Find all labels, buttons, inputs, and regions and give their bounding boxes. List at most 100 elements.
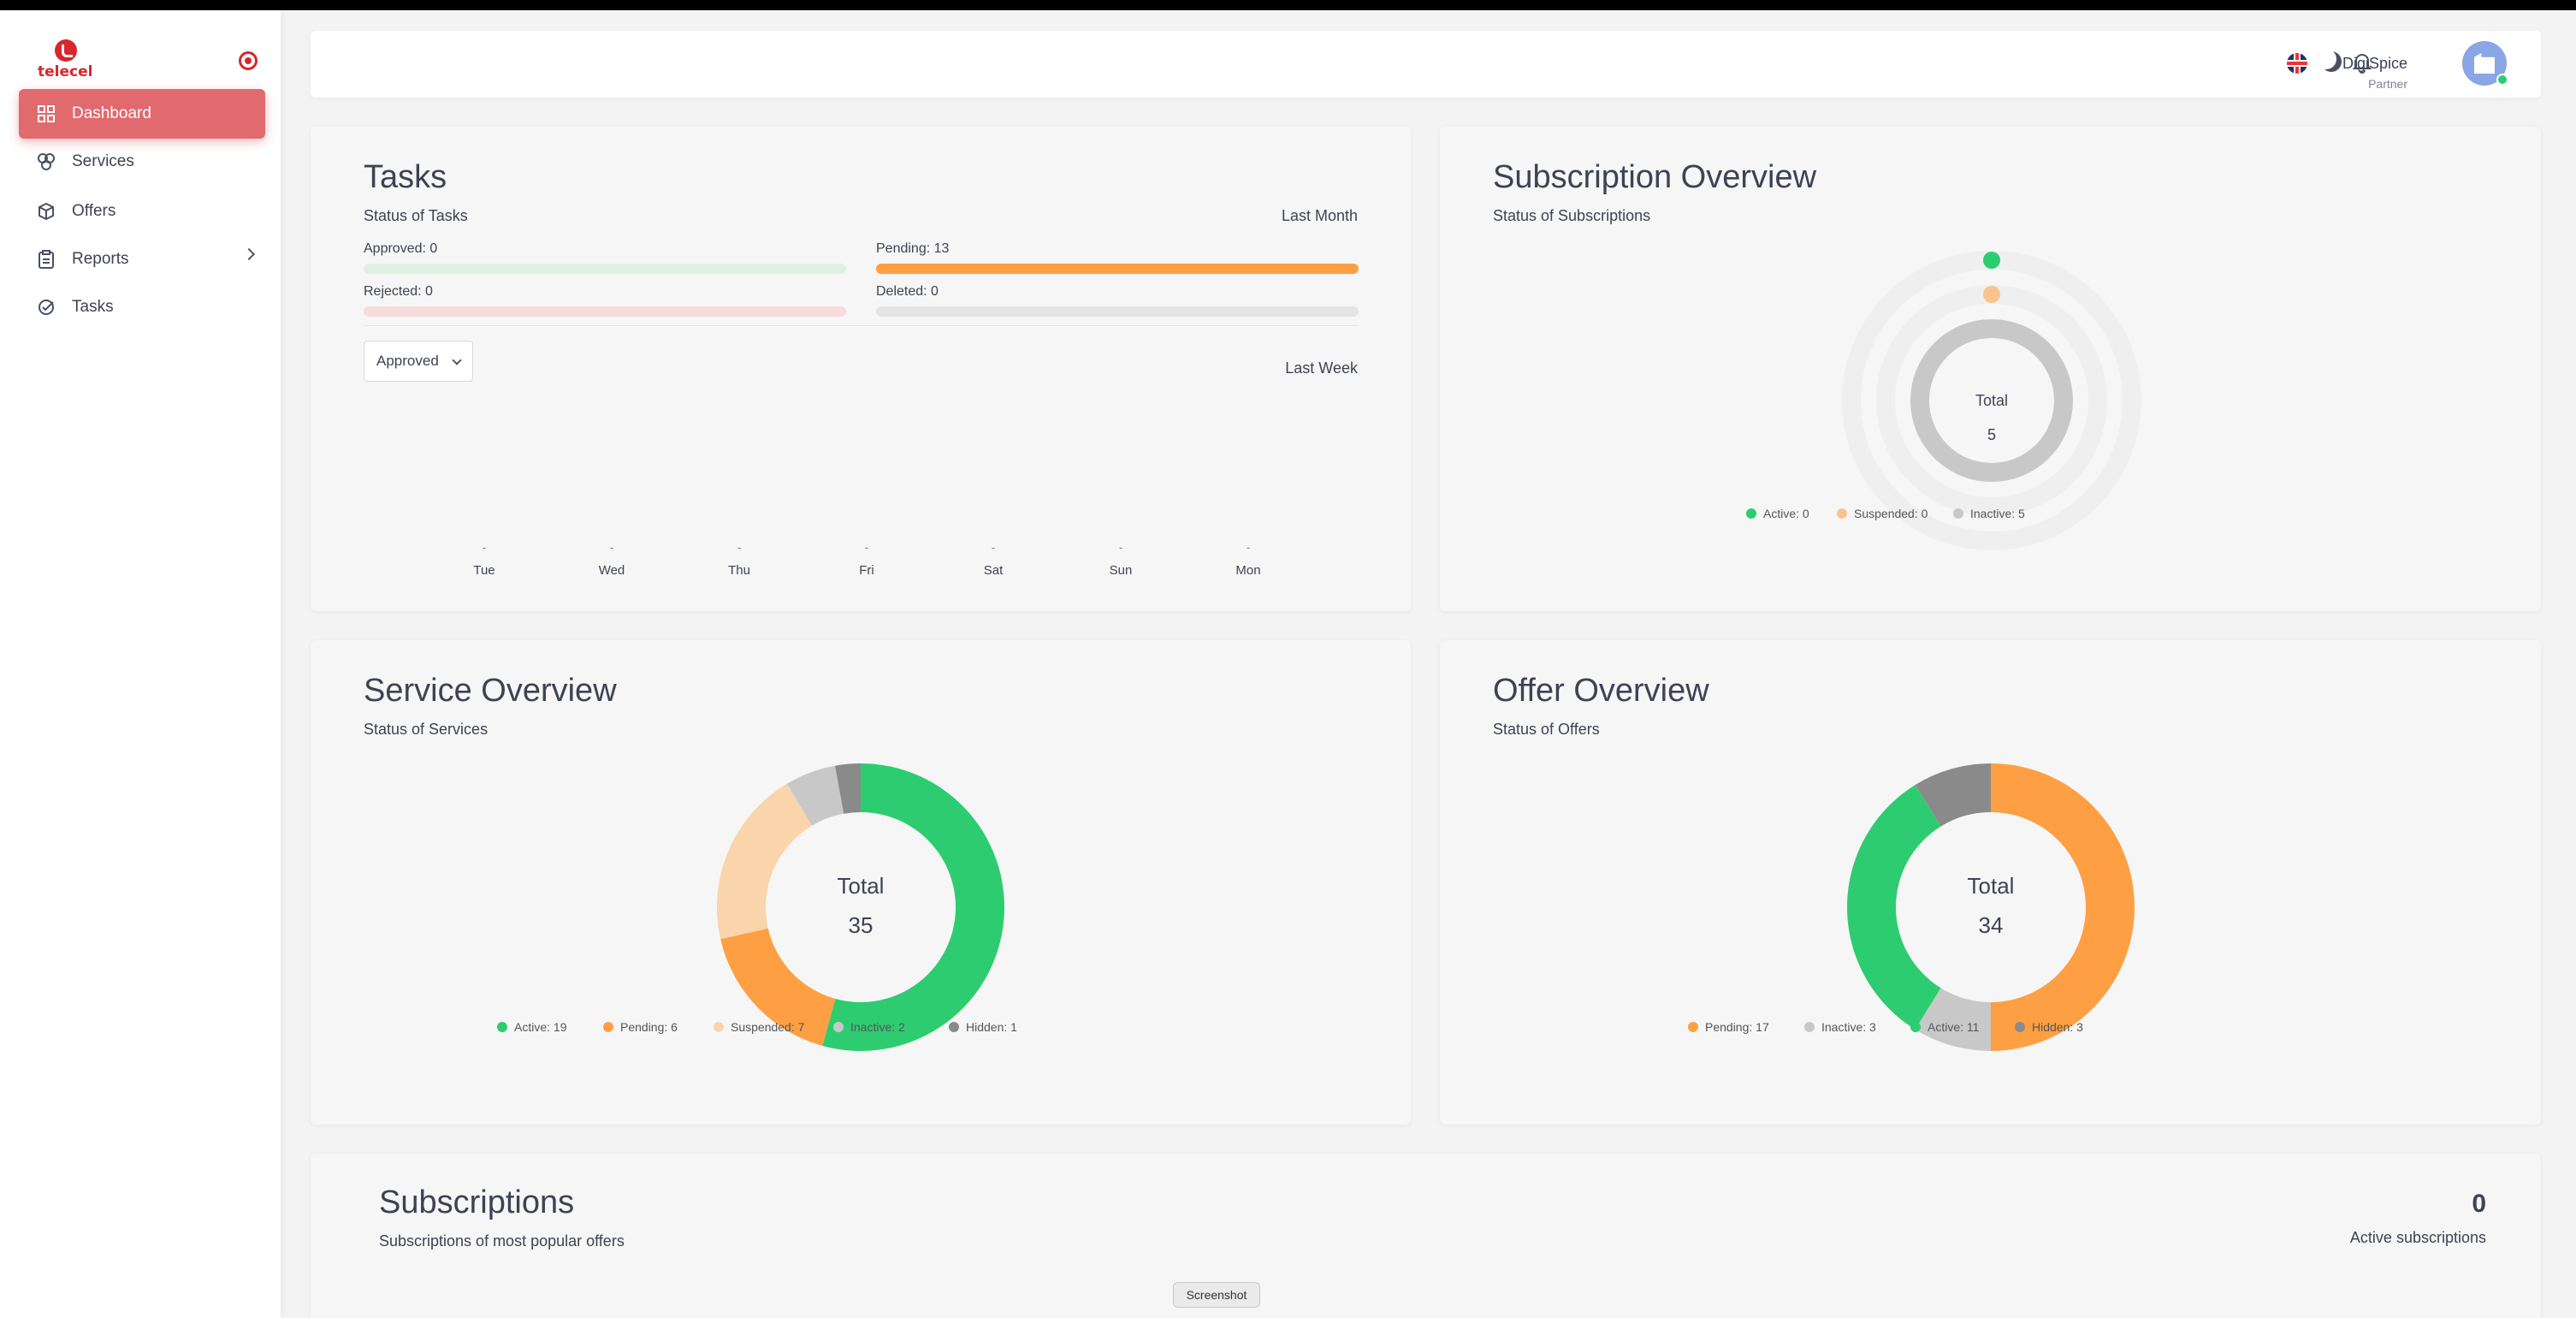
day-value: -: [609, 541, 614, 554]
day-value: -: [737, 541, 742, 554]
uk-flag-icon[interactable]: [2287, 53, 2307, 74]
offers-icon: [36, 201, 56, 222]
card-title: Subscriptions: [379, 1184, 575, 1220]
legend-item-suspended[interactable]: Suspended: 0: [1837, 507, 1928, 520]
day-label: Mon: [1235, 563, 1261, 578]
legend-label: Inactive: 2: [850, 1020, 905, 1034]
suspended-ring-marker: [1983, 286, 2000, 303]
subscriptions-card: Subscriptions Subscriptions of most popu…: [311, 1154, 2541, 1318]
card-subtitle: Status of Services: [364, 721, 489, 738]
legend-item-pending[interactable]: Pending: 6: [603, 1020, 678, 1034]
legend-label: Hidden: 3: [2032, 1020, 2083, 1034]
chart-total-label: Total: [837, 873, 885, 899]
card-title: Offer Overview: [1493, 673, 1709, 709]
service-overview-card: Service Overview Status of Services Tota…: [311, 640, 1411, 1125]
dashboard-icon: [36, 104, 56, 124]
legend-item-hidden[interactable]: Hidden: 3: [2015, 1020, 2083, 1034]
sidebar-item-label: Reports: [72, 250, 129, 268]
deleted-progress-bar: [876, 306, 1359, 317]
legend-dot: [1837, 508, 1847, 519]
legend-dot: [2015, 1022, 2025, 1032]
donut-slice-hidden[interactable]: [1915, 763, 1991, 827]
chevron-down-icon: [452, 355, 462, 365]
legend-item-inactive[interactable]: Inactive: 5: [1953, 507, 2025, 520]
legend-item-suspended[interactable]: Suspended: 7: [714, 1020, 804, 1034]
deleted-label: Deleted: 0: [876, 284, 939, 299]
day-value: -: [1118, 541, 1123, 554]
approved-label: Approved: 0: [364, 241, 438, 256]
legend-dot: [1688, 1022, 1698, 1032]
top-header: DigiSpice Partner: [311, 31, 2541, 98]
chart-total-label: Total: [1967, 873, 2015, 899]
status-filter-select[interactable]: Approved: [364, 341, 473, 382]
legend-label: Inactive: 3: [1821, 1020, 1876, 1034]
chevron-right-icon: [242, 247, 256, 261]
day-label: Tue: [473, 563, 495, 578]
legend-label: Active: 0: [1763, 507, 1809, 520]
user-role: Partner: [2368, 77, 2407, 91]
card-title: Tasks: [364, 159, 447, 195]
legend-dot: [714, 1022, 724, 1032]
card-subtitle: Status of Subscriptions: [1493, 207, 1651, 224]
chart-total-value: 35: [848, 912, 873, 938]
legend-label: Suspended: 0: [1854, 507, 1928, 520]
pending-label: Pending: 13: [876, 241, 950, 256]
telecel-logo[interactable]: telecel: [38, 39, 92, 82]
sidebar-item-offers[interactable]: Offers: [19, 187, 265, 236]
rejected-progress-bar: [364, 306, 846, 317]
legend-item-pending[interactable]: Pending: 17: [1688, 1020, 1769, 1034]
donut-slice-pending[interactable]: [1991, 763, 2135, 1051]
service-donut-chart: [717, 763, 1004, 1051]
dark-mode-moon-icon[interactable]: [2321, 51, 2342, 72]
tasks-icon: [36, 297, 56, 318]
notification-bell-icon[interactable]: [2352, 51, 2372, 79]
subscription-radial-chart: [1842, 251, 2141, 550]
donut-slice-active[interactable]: [822, 763, 1004, 1051]
legend-dot: [949, 1022, 959, 1032]
user-name[interactable]: DigiSpice: [2342, 55, 2407, 72]
donut-slice-inactive[interactable]: [786, 765, 844, 826]
donut-slice-suspended[interactable]: [717, 783, 813, 940]
active-ring-marker: [1983, 252, 2000, 269]
sidebar-toggle-icon[interactable]: [239, 51, 258, 70]
legend-label: Active: 19: [514, 1020, 567, 1034]
sidebar-item-services[interactable]: Services: [19, 137, 265, 187]
day-value: -: [482, 541, 487, 554]
legend-item-active[interactable]: Active: 0: [1746, 507, 1809, 520]
sidebar-item-dashboard[interactable]: Dashboard: [19, 89, 265, 139]
legend-item-hidden[interactable]: Hidden: 1: [949, 1020, 1017, 1034]
app-window: telecel Dashboard Services Offers Repo: [0, 10, 2576, 1318]
week-period-label: Last Week: [1285, 359, 1358, 377]
legend-label: Active: 11: [1928, 1020, 1980, 1034]
donut-slice-hidden[interactable]: [835, 763, 861, 814]
donut-slice-inactive[interactable]: [1915, 988, 1991, 1051]
sidebar-item-tasks[interactable]: Tasks: [19, 282, 265, 332]
select-value: Approved: [376, 353, 439, 369]
offer-overview-card: Offer Overview Status of Offers Total 34…: [1440, 640, 2541, 1125]
legend-item-inactive[interactable]: Inactive: 3: [1804, 1020, 1876, 1034]
sidebar: telecel Dashboard Services Offers Repo: [0, 10, 281, 1318]
day-label: Sat: [983, 563, 1004, 578]
active-subscriptions-count: 0: [2472, 1190, 2486, 1218]
card-title: Subscription Overview: [1493, 159, 1817, 195]
screenshot-tooltip: Screenshot: [1173, 1282, 1260, 1308]
card-subtitle: Status of Tasks: [364, 207, 468, 224]
sidebar-item-label: Offers: [72, 202, 116, 220]
rejected-label: Rejected: 0: [364, 284, 433, 299]
online-status-icon: [2496, 74, 2508, 86]
offer-donut-chart: [1847, 763, 2135, 1051]
legend-label: Inactive: 5: [1970, 507, 2025, 520]
legend-dot: [603, 1022, 613, 1032]
legend-item-active[interactable]: Active: 11: [1910, 1020, 1979, 1034]
donut-slice-pending[interactable]: [720, 928, 836, 1046]
sidebar-item-label: Tasks: [72, 298, 114, 316]
period-label: Last Month: [1281, 207, 1358, 224]
legend-item-active[interactable]: Active: 19: [497, 1020, 566, 1034]
legend-item-inactive[interactable]: Inactive: 2: [833, 1020, 905, 1034]
avatar[interactable]: [2462, 41, 2508, 86]
subscription-overview-card: Subscription Overview Status of Subscrip…: [1440, 127, 2541, 611]
sidebar-item-reports[interactable]: Reports: [19, 235, 265, 284]
services-icon: [36, 151, 56, 172]
divider: [364, 325, 1359, 326]
donut-slice-active[interactable]: [1847, 785, 1941, 1030]
